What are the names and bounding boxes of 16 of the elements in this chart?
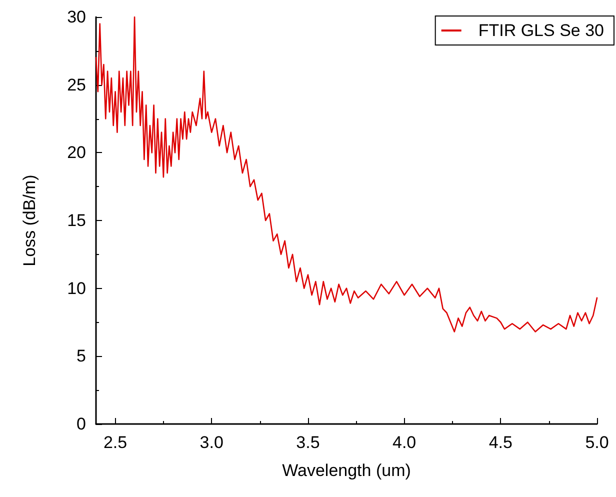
x-tick-label: 5.0 bbox=[585, 433, 609, 452]
x-tick-label: 3.5 bbox=[296, 433, 320, 452]
y-tick-label: 0 bbox=[76, 414, 86, 434]
x-tick-label: 2.5 bbox=[103, 433, 128, 452]
x-axis-title: Wavelength (um) bbox=[282, 461, 411, 480]
y-tick-label: 15 bbox=[67, 211, 86, 230]
legend-label: FTIR GLS Se 30 bbox=[478, 21, 604, 40]
y-tick-label: 20 bbox=[67, 143, 86, 162]
x-tick-label: 3.0 bbox=[200, 433, 224, 452]
x-tick-label: 4.5 bbox=[488, 433, 512, 452]
y-tick-label: 5 bbox=[76, 346, 86, 366]
y-tick-label: 10 bbox=[67, 278, 86, 298]
y-tick-label: 25 bbox=[67, 75, 86, 94]
y-axis-title: Loss (dB/m) bbox=[20, 174, 39, 266]
y-tick-label: 30 bbox=[67, 8, 86, 26]
x-tick-label: 4.0 bbox=[392, 433, 416, 452]
